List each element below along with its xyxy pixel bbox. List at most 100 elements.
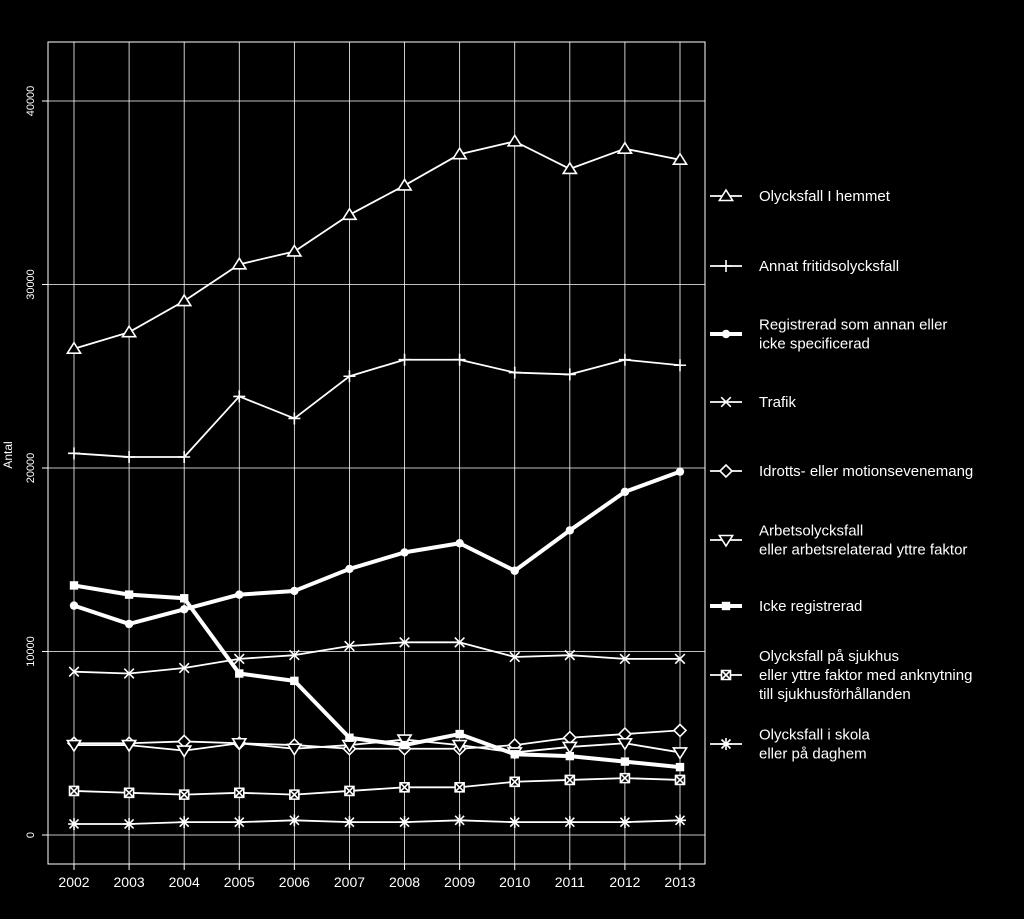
data-point-asterisk (178, 816, 191, 829)
data-point-square-x (454, 781, 465, 793)
data-point-x (454, 636, 466, 648)
data-point-x (344, 640, 355, 652)
legend-marker-asterisk (720, 738, 732, 750)
data-point-x (123, 668, 135, 679)
series-icke-registrerad (69, 581, 685, 772)
data-point-triangle-down (231, 737, 248, 751)
data-point-square-x (68, 785, 80, 797)
data-point-triangle-up (671, 152, 689, 166)
data-point-asterisk (618, 816, 631, 829)
legend-marker-triangle-up (717, 188, 735, 202)
data-point-diamond (672, 723, 688, 738)
data-point-square-x (564, 774, 576, 786)
data-point-asterisk (563, 816, 576, 829)
plot-frame (47, 41, 706, 865)
x-tick-label: 2004 (169, 874, 200, 890)
data-point-dot (620, 487, 630, 497)
y-axis: 0 10000 20000 30000 40000 (25, 86, 48, 838)
series-line (73, 777, 681, 796)
series-line (73, 358, 681, 458)
data-point-x (399, 636, 410, 648)
y-tick-label: 30000 (25, 269, 37, 300)
data-point-square-filled (290, 676, 299, 686)
x-tick-label: 2002 (58, 874, 89, 890)
data-point-plus (288, 412, 301, 425)
data-point-dot (290, 586, 299, 596)
x-tick-label: 2012 (609, 874, 640, 890)
series-trafik (68, 636, 686, 679)
legend-label: Olycksfall I hemmet (759, 188, 891, 205)
series-line (73, 469, 681, 626)
data-point-dot (179, 605, 189, 614)
data-point-plus (123, 450, 136, 463)
data-point-triangle-up (341, 207, 358, 221)
data-point-triangle-up (121, 324, 138, 338)
series-line (74, 819, 681, 825)
data-point-dot (455, 539, 464, 548)
data-point-dot (124, 619, 134, 629)
legend-item: Registrerad som annan eller icke specific… (710, 317, 947, 353)
data-point-triangle-up (396, 177, 413, 191)
data-point-dot (345, 564, 354, 574)
data-point-square-filled (400, 740, 409, 750)
data-point-triangle-down (396, 734, 413, 748)
data-point-x (68, 666, 80, 678)
data-point-square-x (178, 789, 190, 800)
series-registrerad-som-annan-eller-icke-specificerad (69, 467, 685, 629)
legend-marker-plus (720, 260, 732, 272)
x-tick-label: 2008 (389, 874, 420, 890)
data-point-dot (565, 526, 575, 535)
data-point-asterisk (343, 816, 356, 829)
data-point-plus (508, 366, 521, 379)
data-point-square-filled (179, 594, 189, 603)
data-point-triangle-up (231, 256, 248, 270)
data-point-x (619, 653, 631, 665)
data-point-plus (343, 370, 356, 383)
series-line (74, 729, 681, 750)
data-point-x (509, 651, 521, 663)
data-point-x (233, 653, 245, 665)
legend-label: Olycksfall i skola (759, 727, 871, 744)
data-point-x (564, 649, 576, 661)
legend-label: icke specificerad (759, 336, 870, 353)
legend-item: Olycksfall i skola eller på daghem (710, 727, 871, 763)
data-point-triangle-up (506, 133, 523, 147)
legend-label: eller yttre faktor med anknytning (759, 667, 972, 684)
data-point-square-filled (124, 590, 134, 599)
data-point-plus (398, 353, 411, 366)
data-point-triangle-up (286, 243, 303, 257)
data-point-square-filled (510, 750, 519, 759)
series-arbetsolycksfall-eller-arbetsrelaterad-yttre-faktor (65, 734, 689, 760)
data-point-triangle-down (616, 737, 633, 751)
legend-item: Arbetsolycksfall eller arbetsrelaterad yt… (710, 523, 967, 559)
x-tick-label: 2013 (664, 874, 695, 890)
data-point-square-x (344, 785, 355, 797)
data-point-plus (563, 368, 576, 381)
data-point-asterisk (123, 817, 136, 830)
legend-item: Icke registrerad (710, 598, 862, 615)
series-line (73, 583, 681, 770)
series-olycksfall-p-sjukhus-eller-yttre-faktor-med-anknytning-till-sjukhusf-rh-llanden (68, 772, 686, 800)
data-point-square-filled (620, 757, 630, 766)
data-point-asterisk (453, 814, 466, 827)
data-point-plus (178, 450, 191, 463)
data-point-square-filled (69, 581, 79, 590)
data-point-square-filled (565, 751, 575, 761)
x-tick-label: 2006 (279, 874, 310, 890)
legend-label: Annat fritidsolycksfall (759, 258, 899, 275)
legend-item: Trafik (710, 394, 796, 411)
data-point-triangle-down (65, 739, 83, 753)
y-tick-label: 10000 (25, 636, 37, 667)
data-point-dot (400, 548, 409, 557)
legend-label: Olycksfall på sjukhus (759, 648, 899, 665)
data-point-asterisk (674, 814, 686, 827)
data-point-triangle-down (671, 747, 689, 760)
x-tick-label: 2011 (555, 874, 585, 890)
legend: Olycksfall I hemmet Annat fritidsolycksfa… (710, 188, 973, 763)
data-point-dot (510, 566, 519, 575)
series-olycksfall-i-skola-eller-p-daghem (68, 814, 686, 830)
data-point-triangle-down (121, 739, 138, 753)
data-point-triangle-up (176, 293, 193, 307)
